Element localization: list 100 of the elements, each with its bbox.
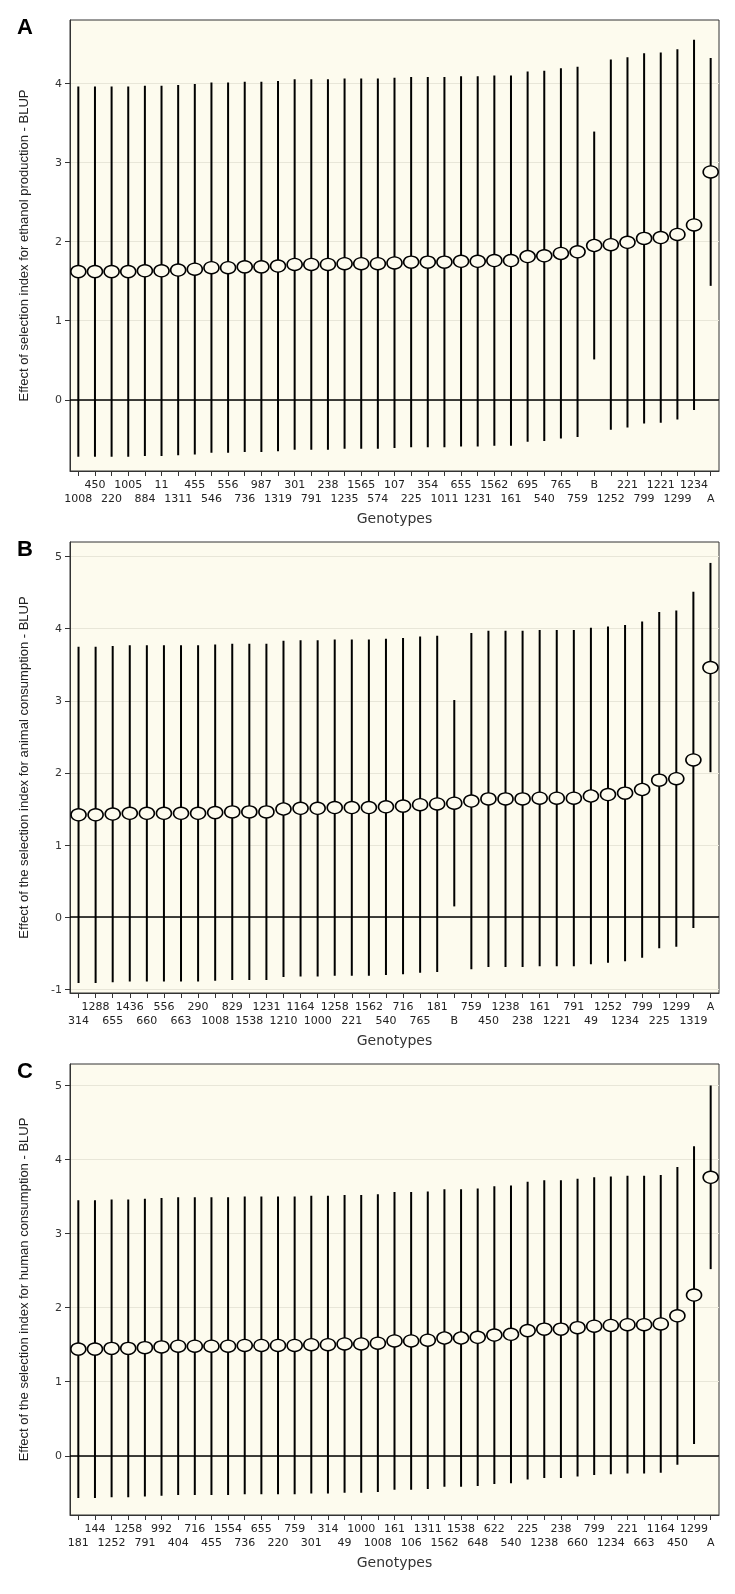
x-tick-label: 1008	[64, 492, 93, 505]
point	[502, 253, 520, 268]
point	[480, 792, 497, 806]
point	[394, 799, 412, 813]
y-tick-label: 4	[55, 76, 62, 90]
x-tick-label: 540	[533, 492, 555, 505]
point	[70, 1342, 87, 1356]
x-tick-label: 540	[500, 1536, 522, 1549]
point	[668, 771, 685, 786]
x-tick-label: 301	[300, 1536, 322, 1549]
x-tick-label: 1562	[430, 1536, 459, 1549]
point	[419, 1333, 437, 1347]
point	[602, 1318, 620, 1333]
x-tick-label: 1258	[114, 1522, 143, 1535]
point	[319, 257, 337, 272]
point	[402, 255, 420, 269]
x-tick-label: 455	[200, 1536, 222, 1549]
x-tick-label: 1234	[596, 1536, 625, 1549]
x-tick-label: 660	[567, 1536, 589, 1549]
point	[219, 1339, 237, 1353]
point	[236, 260, 253, 274]
point	[360, 800, 378, 815]
x-tick-label: 546	[200, 492, 222, 505]
y-tick-label: 2	[55, 235, 62, 249]
point	[319, 1337, 337, 1352]
x-tick-label: A	[706, 1536, 715, 1549]
point	[326, 800, 343, 815]
x-tick-label: 736	[234, 492, 256, 505]
x-tick-label: 1538	[447, 1522, 476, 1535]
point	[619, 235, 636, 250]
x-tick-label: 221	[616, 478, 638, 491]
x-tick-label: 1311	[413, 1522, 442, 1535]
point	[172, 806, 190, 821]
x-tick-label: 181	[426, 1000, 448, 1013]
point	[531, 791, 548, 805]
x-tick-label: 1164	[646, 1522, 675, 1535]
point	[599, 787, 617, 802]
point	[153, 1340, 170, 1354]
x-tick-label: 1538	[235, 1014, 264, 1027]
x-tick-label: 655	[102, 1014, 124, 1027]
x-tick-label: 1000	[303, 1014, 332, 1027]
point	[616, 786, 634, 800]
point	[452, 254, 470, 269]
x-tick-label: 791	[300, 492, 322, 505]
point	[669, 227, 686, 242]
point	[236, 1338, 253, 1353]
x-tick-label: 106	[400, 1536, 422, 1549]
y-tick-label: 5	[55, 1078, 62, 1092]
point	[369, 1336, 387, 1350]
x-tick-label: B	[450, 1014, 459, 1027]
point	[436, 1331, 453, 1345]
x-tick-label: 1231	[463, 492, 492, 505]
point	[569, 245, 586, 259]
x-tick-label: 1562	[480, 478, 509, 491]
x-tick-label: 695	[517, 478, 539, 491]
point	[169, 263, 187, 277]
point	[253, 1338, 270, 1353]
point	[650, 773, 668, 787]
x-tick-label: 556	[153, 1000, 175, 1013]
point	[702, 660, 719, 675]
x-tick-label: 736	[234, 1536, 256, 1549]
point	[428, 797, 446, 811]
x-tick-label: 660	[136, 1014, 158, 1027]
point	[463, 794, 480, 808]
point	[486, 253, 503, 268]
x-tick-label: A	[706, 1000, 715, 1013]
point	[86, 264, 104, 279]
point	[548, 791, 565, 805]
x-tick-label: 221	[616, 1522, 638, 1535]
x-tick-label: 765	[409, 1014, 431, 1027]
x-tick-label: 49	[583, 1014, 598, 1027]
point	[369, 256, 387, 271]
y-tick-label: 0	[55, 910, 62, 924]
point	[189, 806, 207, 821]
point	[103, 264, 120, 279]
point	[155, 806, 173, 821]
point	[103, 1341, 120, 1356]
point	[292, 801, 309, 816]
x-tick-label: 1311	[164, 492, 193, 505]
x-tick-label: 1319	[264, 492, 293, 505]
point	[275, 802, 292, 816]
point	[652, 1317, 670, 1331]
x-tick-label: 791	[563, 1000, 585, 1013]
y-tick-label: 0	[55, 1449, 62, 1463]
point	[286, 257, 303, 272]
y-tick-label: 3	[55, 155, 62, 169]
x-tick-label: 301	[284, 478, 306, 491]
x-tick-label: 404	[167, 1536, 189, 1549]
x-tick-label: 450	[84, 478, 106, 491]
x-tick-label: 181	[67, 1536, 89, 1549]
x-tick-label: 648	[467, 1536, 489, 1549]
point	[386, 1334, 403, 1348]
x-tick-label: 1299	[680, 1522, 709, 1535]
point	[343, 800, 361, 815]
point	[702, 1170, 719, 1185]
x-tick-label: 655	[450, 478, 472, 491]
x-tick-label: 220	[267, 1536, 289, 1549]
x-tick-label: 574	[367, 492, 389, 505]
point	[685, 753, 702, 767]
point	[70, 264, 87, 279]
